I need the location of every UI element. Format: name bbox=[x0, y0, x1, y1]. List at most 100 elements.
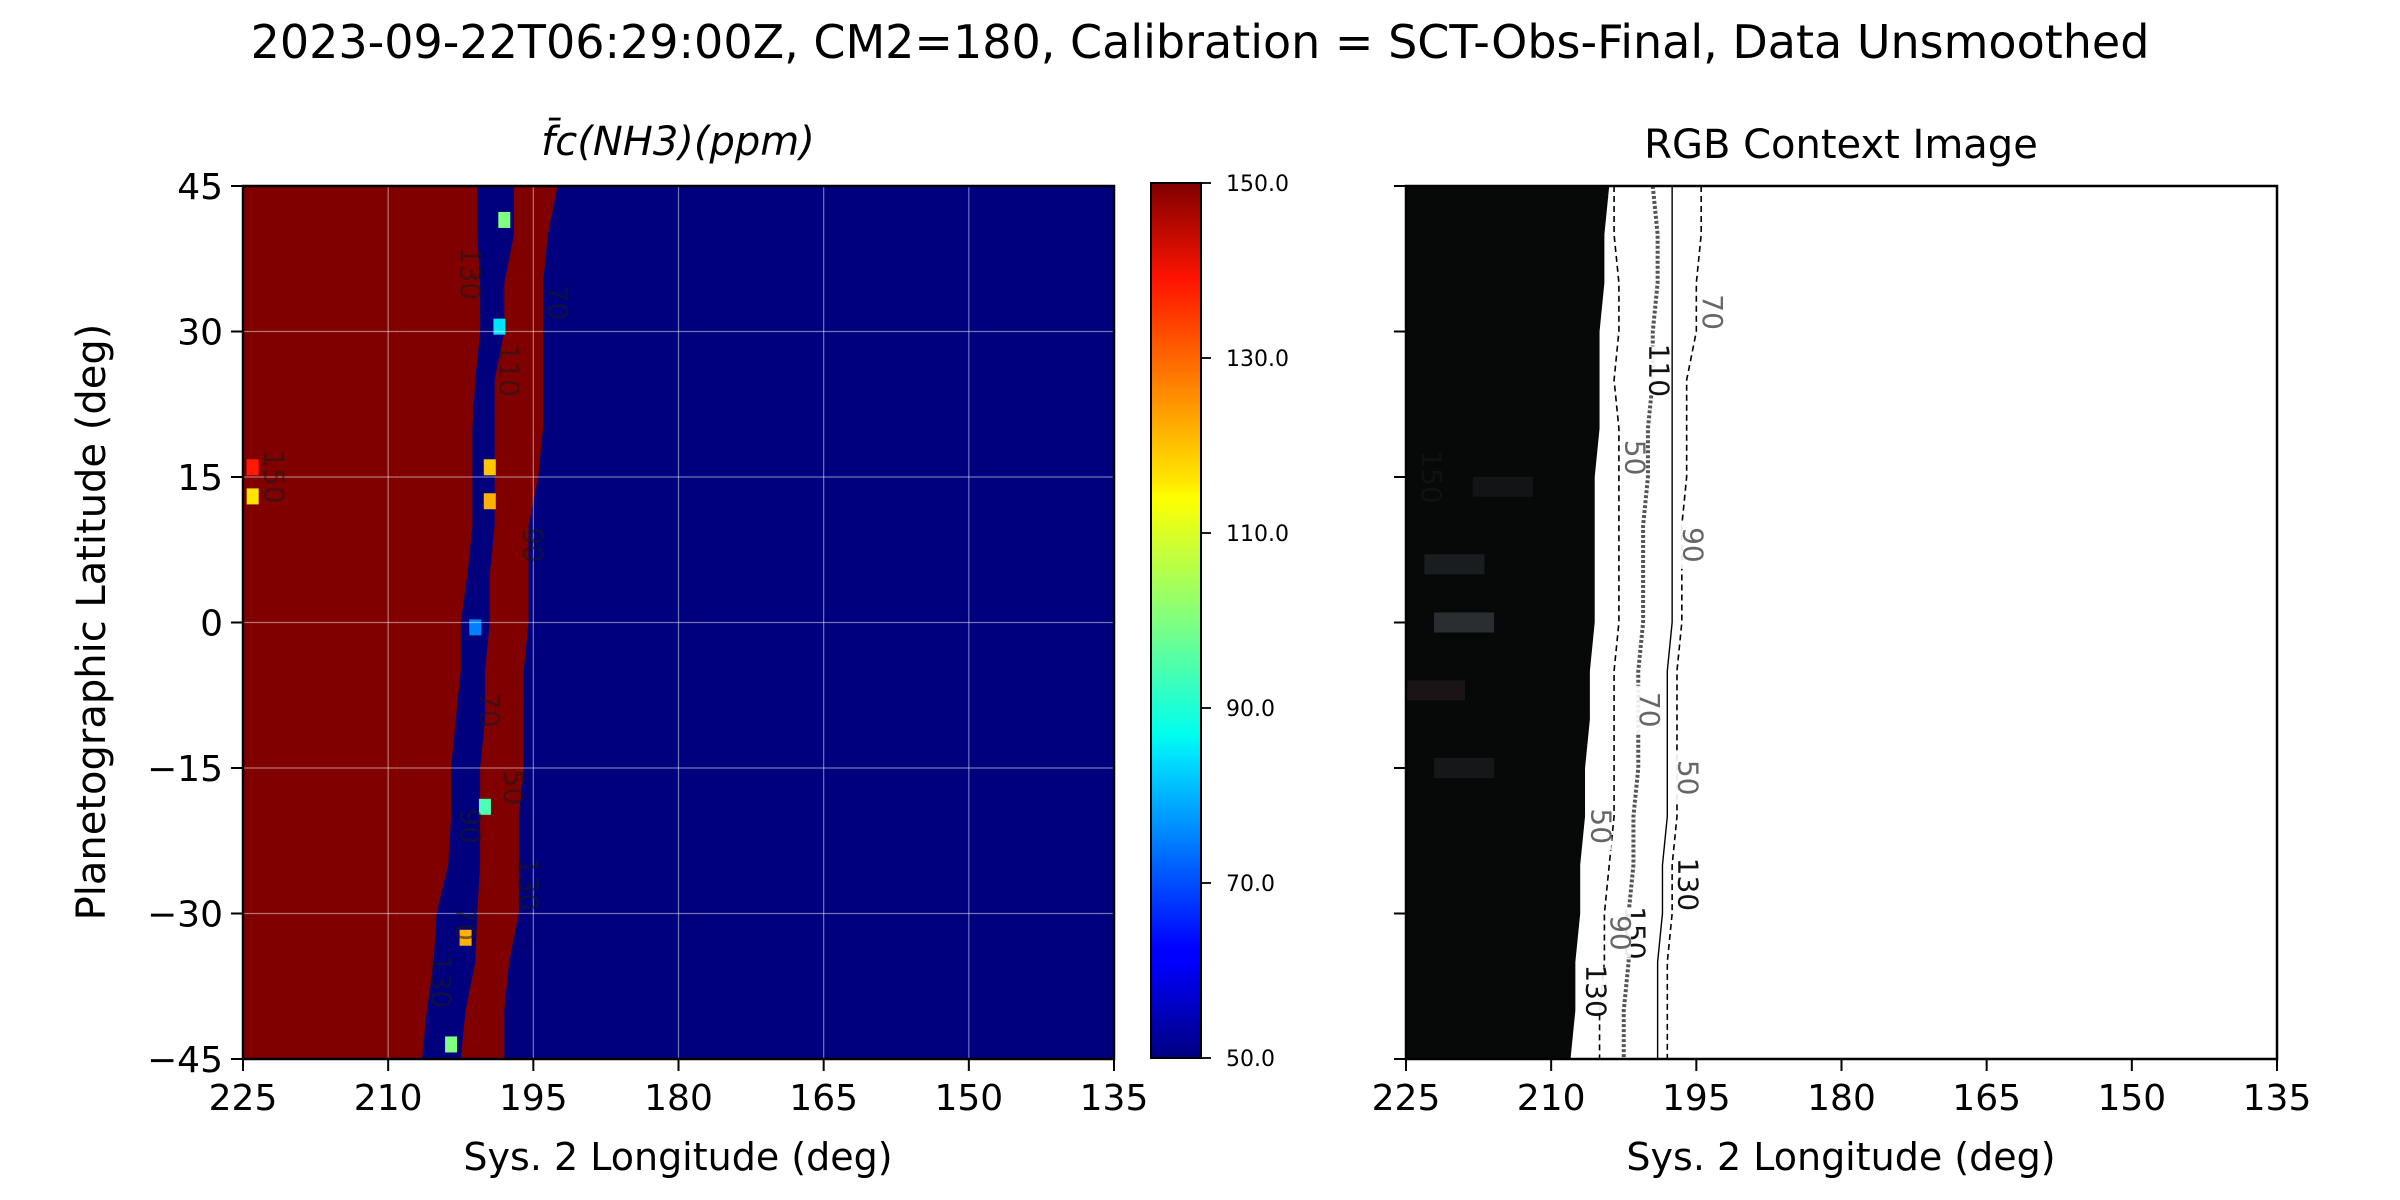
contour-label-4: 70 bbox=[1633, 692, 1666, 728]
left-x-axis-label: Sys. 2 Longitude (deg) bbox=[463, 1135, 892, 1179]
contour-label-bg-7 bbox=[1674, 860, 1699, 909]
contour-label-bg-0 bbox=[1698, 288, 1723, 337]
contour-line-110 bbox=[1656, 186, 1673, 1059]
right-xtick-label-195: 195 bbox=[1662, 1078, 1731, 1119]
left-xtick-label-165: 165 bbox=[789, 1078, 858, 1119]
left-contour-label-9: 70 bbox=[541, 285, 574, 321]
left-plot-area bbox=[243, 186, 1114, 1059]
contour-label-6: 50 bbox=[1585, 808, 1618, 844]
left-contour-label-2: 150 bbox=[257, 450, 290, 503]
colorbar-tick-label-4: 70.0 bbox=[1226, 872, 1275, 897]
left-ytick-label-5: −30 bbox=[147, 895, 223, 936]
left-contour-label-8: 130 bbox=[425, 955, 458, 1008]
left-contour-label-4: 70 bbox=[473, 692, 506, 728]
colorbar-tick-label-1: 130.0 bbox=[1226, 347, 1289, 372]
hotspot-cell-9 bbox=[445, 1036, 458, 1053]
hotspot-cell-3 bbox=[493, 318, 506, 335]
contour-label-0: 70 bbox=[1696, 294, 1729, 330]
left-y-axis: 45 30 15 0 −15 −30 −45 bbox=[147, 167, 243, 1081]
left-gridlines bbox=[243, 186, 1114, 1059]
contour-line-90 bbox=[1621, 186, 1660, 1059]
contour-line-130 bbox=[1598, 186, 1620, 1059]
left-contour-label-7: 70 bbox=[449, 905, 482, 941]
left-xtick-label-195: 195 bbox=[499, 1078, 568, 1119]
rgb-texture-4 bbox=[1472, 476, 1533, 497]
left-contour-label-1: 110 bbox=[492, 344, 525, 397]
left-ytick-label-4: −15 bbox=[147, 749, 223, 790]
contour-label-bg-10 bbox=[1582, 967, 1607, 1016]
left-ytick-label-1: 30 bbox=[177, 313, 223, 354]
hotspot-cell-4 bbox=[483, 459, 496, 476]
contour-label-5: 50 bbox=[1672, 760, 1705, 796]
left-ytick-label-0: 45 bbox=[177, 167, 223, 208]
left-contour-label-6: 130 bbox=[512, 858, 545, 911]
left-contour-label-10: 50 bbox=[497, 770, 530, 806]
left-ytick-label-2: 15 bbox=[177, 458, 223, 499]
contour-label-10: 130 bbox=[1580, 964, 1613, 1017]
contour-label-bg-9 bbox=[1606, 908, 1631, 957]
contour-label-bg-4 bbox=[1635, 685, 1660, 734]
contour-label-bg-6 bbox=[1587, 802, 1612, 851]
hotspot-cell-2 bbox=[498, 211, 511, 228]
left-xtick-label-135: 135 bbox=[1080, 1078, 1149, 1119]
right-panel-title: RGB Context Image bbox=[1644, 122, 2038, 168]
high-region-east-strip bbox=[460, 186, 558, 1059]
left-ytick-label-3: 0 bbox=[200, 604, 223, 645]
colorbar: 150.0 130.0 110.0 90.0 70.0 50.0 bbox=[1150, 172, 1289, 1072]
contour-line-70 bbox=[1666, 186, 1702, 1059]
colorbar-tick-label-5: 50.0 bbox=[1226, 1047, 1275, 1072]
hotspot-cell-5 bbox=[483, 493, 496, 510]
right-xtick-label-150: 150 bbox=[2097, 1078, 2166, 1119]
rgb-texture-1 bbox=[1424, 554, 1485, 575]
right-xtick-label-210: 210 bbox=[1517, 1078, 1586, 1119]
contour-label-bg-5 bbox=[1674, 753, 1699, 802]
rgb-texture-2 bbox=[1406, 680, 1466, 701]
hotspot-cell-6 bbox=[469, 619, 482, 636]
left-xtick-label-150: 150 bbox=[934, 1078, 1003, 1119]
left-contour-labels: 130 110 150 90 70 90 130 70 130 70 50 bbox=[257, 247, 574, 1009]
contour-label-7: 130 bbox=[1672, 858, 1705, 911]
colorbar-tick-label-3: 90.0 bbox=[1226, 697, 1275, 722]
left-panel: f̄c(NH3)(ppm) 13011015090709013070130705… bbox=[69, 117, 1148, 1179]
colorbar-tick-label-0: 150.0 bbox=[1226, 172, 1289, 197]
left-y-axis-label: Planetographic Latitude (deg) bbox=[69, 324, 115, 921]
colorbar-gradient bbox=[1150, 182, 1202, 1059]
colorbar-tick-label-2: 110.0 bbox=[1226, 522, 1289, 547]
right-xtick-label-180: 180 bbox=[1807, 1078, 1876, 1119]
left-x-axis: 225 210 195 180 165 150 135 bbox=[209, 1059, 1149, 1119]
left-contour-label-5: 90 bbox=[454, 808, 487, 844]
contour-label-2: 50 bbox=[1618, 440, 1651, 476]
contour-label-bg-1 bbox=[1645, 346, 1670, 395]
left-ytick-label-6: −45 bbox=[147, 1040, 223, 1081]
contour-label-bg-3 bbox=[1679, 520, 1704, 569]
hotspot-cell-0 bbox=[246, 459, 259, 476]
hotspot-cell-8 bbox=[459, 929, 472, 946]
high-region-west bbox=[243, 186, 481, 1059]
left-xtick-label-180: 180 bbox=[644, 1078, 713, 1119]
left-xtick-label-225: 225 bbox=[209, 1078, 278, 1119]
left-contour-label-3: 90 bbox=[517, 527, 550, 563]
rgb-texture-3 bbox=[1434, 758, 1495, 778]
right-y-axis bbox=[1394, 185, 1406, 1060]
left-xtick-label-210: 210 bbox=[354, 1078, 423, 1119]
hotspot-cell-1 bbox=[246, 488, 259, 505]
left-contour-label-0: 130 bbox=[454, 247, 487, 300]
colorbar-ticks: 150.0 130.0 110.0 90.0 70.0 50.0 bbox=[1201, 172, 1289, 1072]
right-x-axis: 225 210 195 180 165 150 135 bbox=[1372, 1059, 2312, 1119]
figure-suptitle: 2023-09-22T06:29:00Z, CM2=180, Calibrati… bbox=[251, 15, 2150, 69]
contour-label-bg-2 bbox=[1621, 433, 1646, 482]
rgb-texture-0 bbox=[1434, 612, 1495, 633]
contour-label-11: 150 bbox=[1415, 450, 1448, 503]
contour-label-1: 110 bbox=[1643, 344, 1676, 397]
left-panel-title: f̄c(NH3)(ppm) bbox=[541, 117, 815, 165]
right-xtick-label-135: 135 bbox=[2243, 1078, 2312, 1119]
right-panel: RGB Context Image 7011050907050501301509… bbox=[1372, 122, 2312, 1179]
contour-label-9: 90 bbox=[1604, 915, 1637, 951]
hotspot-cell-7 bbox=[478, 798, 491, 815]
right-xtick-label-165: 165 bbox=[1952, 1078, 2021, 1119]
right-xtick-label-225: 225 bbox=[1372, 1078, 1441, 1119]
right-x-axis-label: Sys. 2 Longitude (deg) bbox=[1626, 1135, 2055, 1179]
rgb-context-image bbox=[1406, 186, 1610, 1059]
